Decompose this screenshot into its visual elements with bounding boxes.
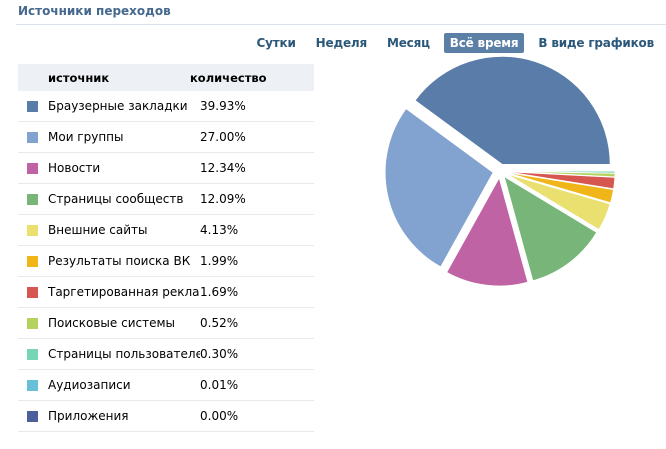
legend-swatch bbox=[27, 286, 38, 298]
column-header-count: количество bbox=[190, 70, 267, 85]
legend-swatch bbox=[27, 224, 38, 236]
table-row: Таргетированная реклама 1.69% bbox=[18, 277, 314, 308]
title-divider bbox=[16, 24, 666, 25]
tab-all-time[interactable]: Всё время bbox=[443, 33, 525, 53]
legend-swatch bbox=[27, 348, 38, 360]
row-count-value: 12.34% bbox=[200, 161, 246, 175]
legend-swatch bbox=[27, 379, 38, 391]
table-header: источник количество bbox=[18, 64, 314, 91]
period-tabs: Сутки Неделя Месяц Всё время В виде граф… bbox=[243, 33, 660, 53]
row-count-value: 27.00% bbox=[200, 130, 246, 144]
table-row: Внешние сайты 4.13% bbox=[18, 215, 314, 246]
pie-slice bbox=[506, 172, 614, 204]
legend-swatch bbox=[27, 162, 38, 174]
table-row: Новости 12.34% bbox=[18, 153, 314, 184]
row-source-label: Поисковые системы bbox=[48, 316, 175, 330]
table-body: Браузерные закладки 39.93% Мои группы 27.00… bbox=[18, 91, 314, 432]
row-source-label: Таргетированная реклама bbox=[48, 285, 200, 299]
row-count-value: 1.99% bbox=[200, 254, 239, 268]
row-count-value: 0.00% bbox=[200, 409, 239, 423]
table-row: Аудиозаписи 0.01% bbox=[18, 370, 314, 401]
table-row: Страницы сообществ 12.09% bbox=[18, 184, 314, 215]
row-count-value: 0.30% bbox=[200, 347, 239, 361]
table-row: Результаты поиска ВК 1.99% bbox=[18, 246, 314, 277]
pie-slice bbox=[503, 175, 598, 282]
table-row: Страницы пользователей 0.30% bbox=[18, 339, 314, 370]
row-source-label: Страницы пользователей bbox=[48, 347, 200, 361]
row-source-label: Аудиозаписи bbox=[48, 378, 131, 392]
row-source-label: Новости bbox=[48, 161, 101, 175]
table-row: Поисковые системы 0.52% bbox=[18, 308, 314, 339]
pie-chart bbox=[384, 55, 616, 287]
legend-swatch bbox=[27, 317, 38, 329]
page-title: Источники переходов bbox=[18, 4, 171, 18]
pie-slice bbox=[414, 55, 611, 165]
row-count-value: 4.13% bbox=[200, 223, 239, 237]
row-count-value: 0.01% bbox=[200, 378, 239, 392]
tab-graphs-view[interactable]: В виде графиков bbox=[538, 36, 654, 50]
tab-week[interactable]: Неделя bbox=[315, 36, 368, 50]
row-count-value: 39.93% bbox=[200, 99, 246, 113]
row-count-value: 12.09% bbox=[200, 192, 246, 206]
tab-day[interactable]: Сутки bbox=[256, 36, 296, 50]
tab-month[interactable]: Месяц bbox=[386, 36, 430, 50]
table-row: Браузерные закладки 39.93% bbox=[18, 91, 314, 122]
pie-slice bbox=[446, 176, 529, 287]
pie-slice bbox=[384, 108, 494, 268]
legend-swatch bbox=[27, 410, 38, 422]
legend-swatch bbox=[27, 100, 38, 112]
row-source-label: Внешние сайты bbox=[48, 223, 148, 237]
sources-table: источник количество Браузерные закладки 3… bbox=[18, 64, 314, 432]
row-source-label: Браузерные закладки bbox=[48, 99, 188, 113]
row-count-value: 0.52% bbox=[200, 316, 239, 330]
table-row: Мои группы 27.00% bbox=[18, 122, 314, 153]
row-count-value: 1.69% bbox=[200, 285, 239, 299]
row-source-label: Приложения bbox=[48, 409, 129, 423]
pie-slice bbox=[506, 173, 611, 231]
row-source-label: Мои группы bbox=[48, 130, 124, 144]
pie-slice bbox=[506, 171, 616, 190]
legend-swatch bbox=[27, 255, 38, 267]
table-row: Приложения 0.00% bbox=[18, 401, 314, 432]
row-source-label: Страницы сообществ bbox=[48, 192, 184, 206]
legend-swatch bbox=[27, 131, 38, 143]
column-header-source: источник bbox=[48, 70, 110, 85]
row-source-label: Результаты поиска ВК bbox=[48, 254, 191, 268]
legend-swatch bbox=[27, 193, 38, 205]
